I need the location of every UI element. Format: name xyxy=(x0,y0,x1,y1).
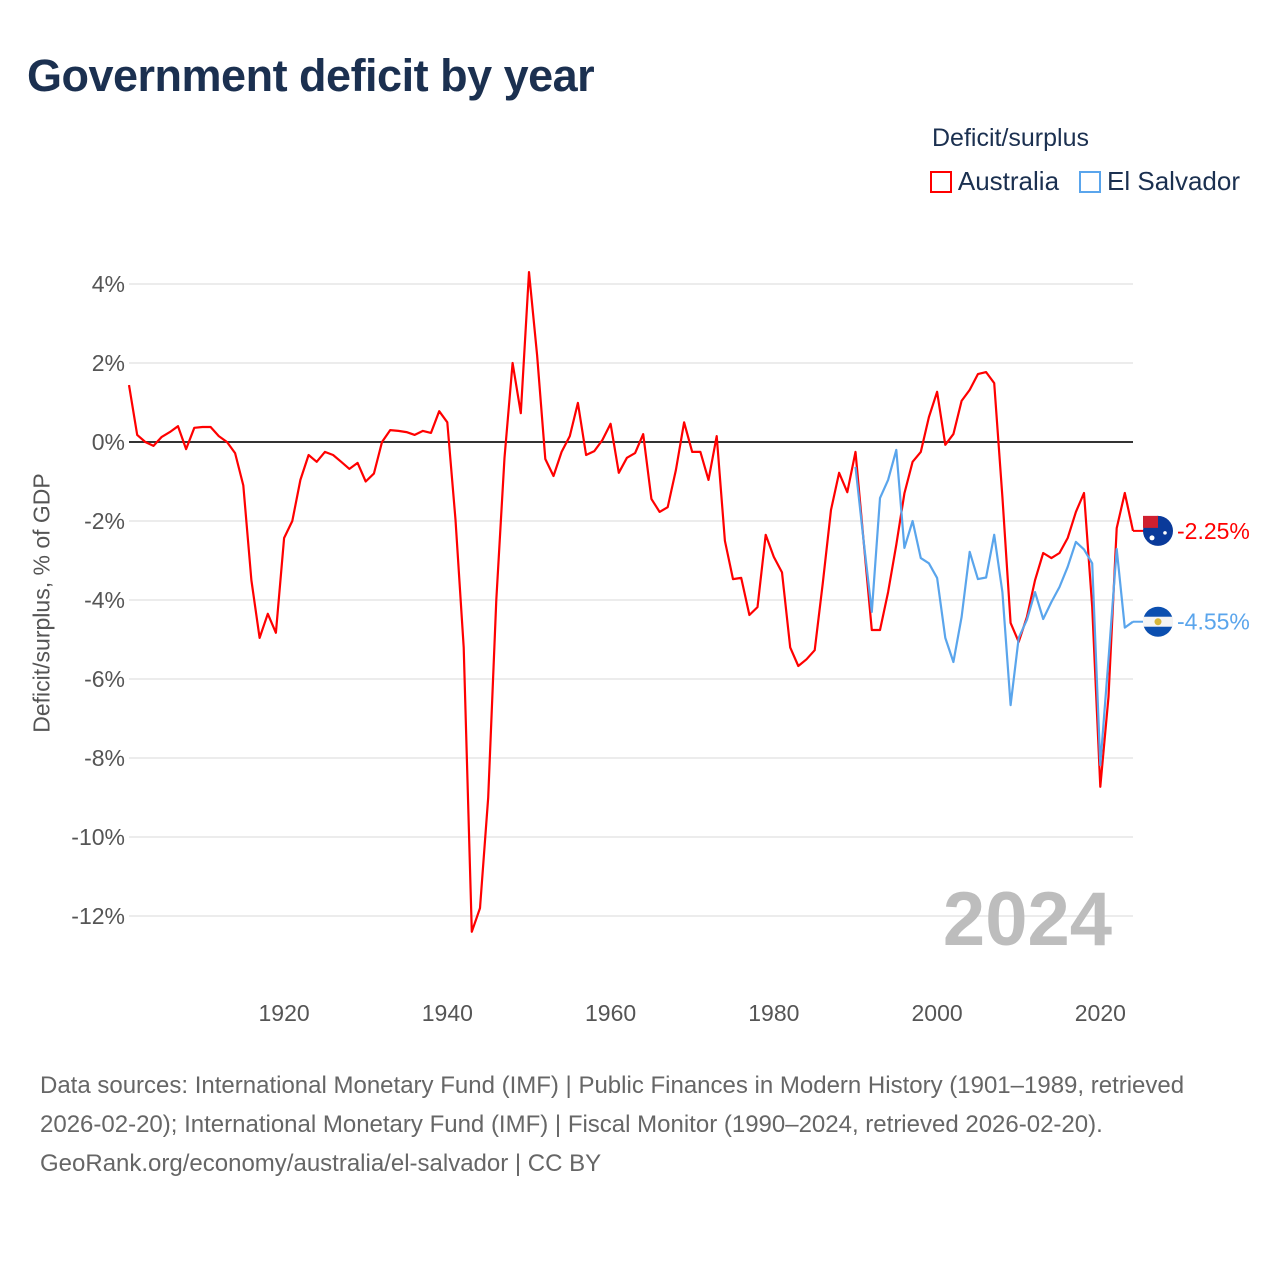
plot-area: 4% 2% 0% -2% -4% -6% -8% -10% -12% 1920 1940 1960 19… xyxy=(71,271,1250,1026)
flag-emblem xyxy=(1154,618,1162,626)
series-line-australia xyxy=(127,271,1135,933)
data-sources: Data sources: International Monetary Fun… xyxy=(40,1072,1185,1138)
legend-swatch xyxy=(1079,170,1102,193)
end-value-label: -2.25% xyxy=(1177,518,1250,544)
legend-swatch xyxy=(929,170,952,193)
x-tick-label: 1920 xyxy=(259,1000,310,1026)
legend-title: Deficit/surplus xyxy=(932,124,1089,152)
y-tick-label: -4% xyxy=(84,587,125,613)
y-tick-label: 0% xyxy=(92,429,125,455)
series-line-el-salvador xyxy=(854,448,1134,767)
y-tick-label: -2% xyxy=(84,508,125,534)
end-value-label: -4.55% xyxy=(1177,609,1250,635)
chart-title: Government deficit by year xyxy=(27,50,595,101)
year-watermark: 2024 xyxy=(943,877,1112,962)
legend-label: El Salvador xyxy=(1107,166,1240,196)
footer: Data sources: International Monetary Fun… xyxy=(40,1066,1240,1183)
legend-label: Australia xyxy=(957,166,1060,196)
x-tick-label: 1960 xyxy=(585,1000,636,1026)
legend-item-el-salvador[interactable]: El Salvador xyxy=(1079,166,1240,197)
y-tick-label: -12% xyxy=(71,903,125,929)
flag-star xyxy=(1149,535,1155,541)
y-tick-label: -6% xyxy=(84,666,125,692)
y-tick-label: 4% xyxy=(92,271,125,297)
x-tick-label: 1980 xyxy=(748,1000,799,1026)
legend-item-australia[interactable]: Australia xyxy=(929,166,1060,197)
x-tick-label: 2020 xyxy=(1075,1000,1126,1026)
x-tick-label: 1940 xyxy=(422,1000,473,1026)
y-tick-label: 2% xyxy=(92,350,125,376)
union-jack-canton xyxy=(1143,515,1158,528)
y-tick-label: -10% xyxy=(71,824,125,850)
credit-link[interactable]: GeoRank.org/economy/australia/el-salvado… xyxy=(40,1150,602,1177)
legend: Australia El Salvador xyxy=(929,166,1240,197)
y-tick-label: -8% xyxy=(84,745,125,771)
x-tick-label: 2000 xyxy=(912,1000,963,1026)
flag-star xyxy=(1163,531,1167,535)
